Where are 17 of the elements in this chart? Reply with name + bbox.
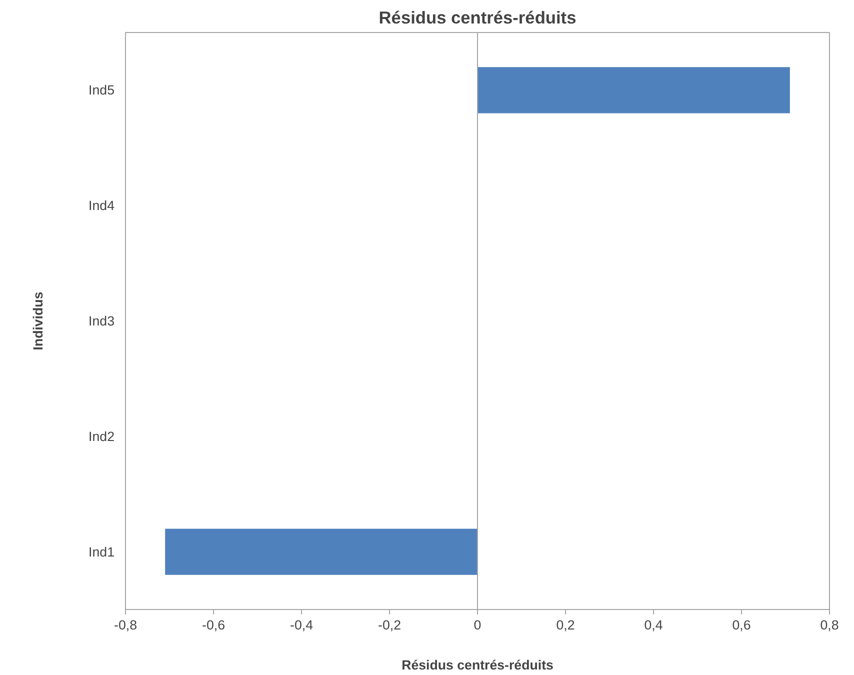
y-axis-title: Individus xyxy=(30,292,46,350)
x-tick-label: 0 xyxy=(474,618,482,632)
y-tick-label: Ind3 xyxy=(88,314,115,328)
x-tick-label: 0,2 xyxy=(556,618,575,632)
x-tick-label: 0,4 xyxy=(644,618,664,632)
y-tick-label: Ind1 xyxy=(88,544,115,560)
x-tick-label: 0,8 xyxy=(820,618,839,632)
x-tick-label: -0,2 xyxy=(378,618,401,632)
y-tick-label: Ind4 xyxy=(88,198,116,214)
y-tick-label: Ind2 xyxy=(88,428,115,444)
x-tick-label: -0,6 xyxy=(202,618,225,632)
y-tick-label: Ind5 xyxy=(88,82,115,98)
chart-title: Résidus centrés-réduits xyxy=(378,8,576,28)
x-tick-label: -0,8 xyxy=(114,618,137,632)
x-tick-label: 0,6 xyxy=(732,618,751,632)
x-axis-title: Résidus centrés-réduits xyxy=(402,658,554,672)
x-tick-label: -0,4 xyxy=(290,618,314,632)
